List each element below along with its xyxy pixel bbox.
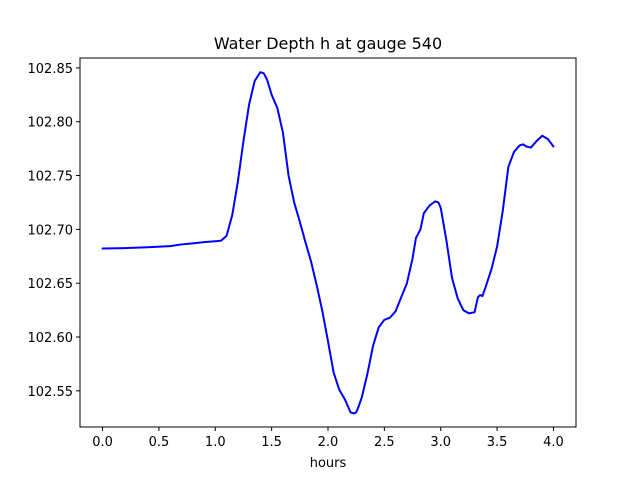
- x-tick-label: 2.5: [374, 435, 395, 450]
- y-tick-label: 102.65: [28, 277, 74, 292]
- x-tick-label: 2.0: [318, 435, 339, 450]
- axes-frame: [79, 57, 577, 428]
- x-tick-label: 1.5: [261, 435, 282, 450]
- y-tick-label: 102.75: [28, 170, 74, 185]
- y-axis-ticks: 102.55 102.60 102.65 102.70 102.75 102.80 102.…: [28, 62, 80, 400]
- x-axis-ticks: 0.0 0.5 1.0 1.5 2.0 2.5 3.0 3.5 4.0: [92, 427, 564, 450]
- plot-layer: [101, 71, 555, 415]
- y-tick-label: 102.60: [28, 331, 74, 346]
- x-axis-label: hours: [310, 456, 347, 471]
- x-tick-label: 0.5: [149, 435, 170, 450]
- x-tick-label: 3.5: [487, 435, 508, 450]
- y-tick-label: 102.80: [28, 116, 74, 131]
- series-line: [101, 71, 555, 415]
- y-tick-label: 102.55: [28, 385, 74, 400]
- x-tick-label: 1.0: [205, 435, 226, 450]
- x-tick-label: 4.0: [543, 435, 564, 450]
- y-tick-label: 102.85: [28, 62, 74, 77]
- x-tick-label: 0.0: [92, 435, 113, 450]
- chart-title: Water Depth h at gauge 540: [214, 34, 442, 53]
- y-tick-label: 102.70: [28, 223, 74, 238]
- x-tick-label: 3.0: [430, 435, 451, 450]
